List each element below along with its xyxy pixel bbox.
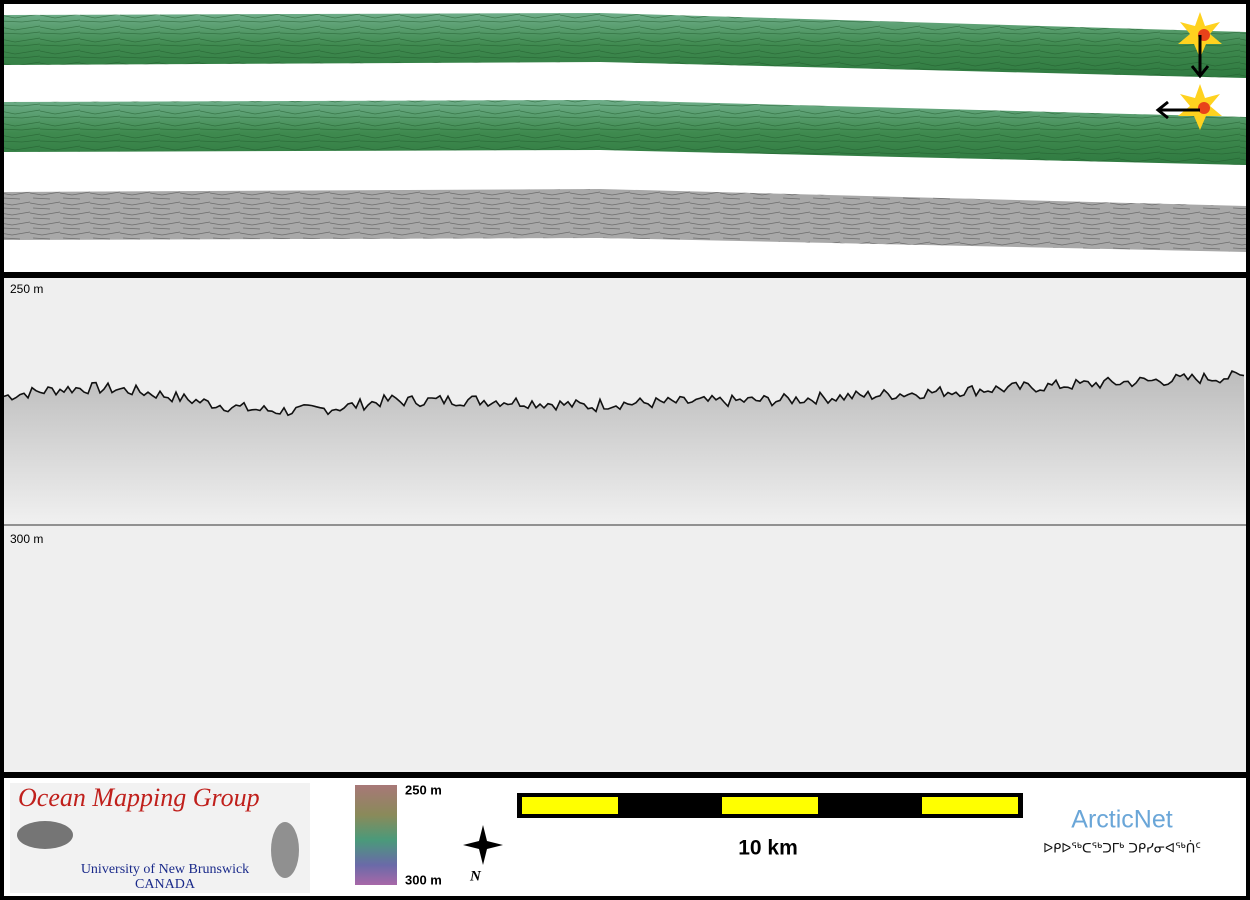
logo-country: CANADA: [135, 877, 196, 892]
depth-label: 300 m: [10, 532, 43, 546]
partner-syllabics: ᐅᑭᐅᖅᑕᖅᑐᒥᒃ ᑐᑭᓯᓂᐊᖅᑏᑦ: [1043, 840, 1201, 857]
logo-title: Ocean Mapping Group: [18, 783, 260, 812]
sun-icon: [1178, 12, 1222, 79]
seabed-line: [3, 369, 1245, 417]
depth-label: 250 m: [10, 282, 43, 296]
scale-label: 10 km: [738, 837, 798, 860]
logo-university: University of New Brunswick: [81, 862, 249, 877]
scale-segment: [922, 797, 1018, 814]
sun-icon: [1155, 84, 1222, 130]
swath-texture-1: [4, 13, 1246, 78]
swath-backscatter-texture: [4, 189, 1246, 252]
north-arrow: N: [463, 825, 503, 884]
swath-texture-2: [4, 100, 1246, 165]
logo-vessel: [17, 821, 73, 849]
svg-text:N: N: [469, 868, 482, 884]
logo-vessel: [271, 822, 299, 878]
scale-segment: [722, 797, 818, 814]
colorbar-label: 300 m: [405, 872, 442, 887]
subbottom-return: [4, 371, 1246, 520]
colorbar-label: 250 m: [405, 782, 442, 797]
scale-segment: [522, 797, 618, 814]
partner-name: ArcticNet: [1071, 806, 1172, 834]
colorbar: [355, 785, 397, 885]
